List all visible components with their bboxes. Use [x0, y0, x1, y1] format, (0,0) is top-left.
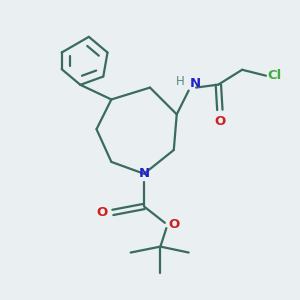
Text: H: H — [176, 75, 185, 88]
Text: N: N — [139, 167, 150, 180]
Text: N: N — [190, 77, 201, 90]
Text: O: O — [96, 206, 107, 219]
Text: Cl: Cl — [267, 69, 282, 82]
Text: O: O — [168, 218, 180, 231]
Text: O: O — [214, 115, 226, 128]
